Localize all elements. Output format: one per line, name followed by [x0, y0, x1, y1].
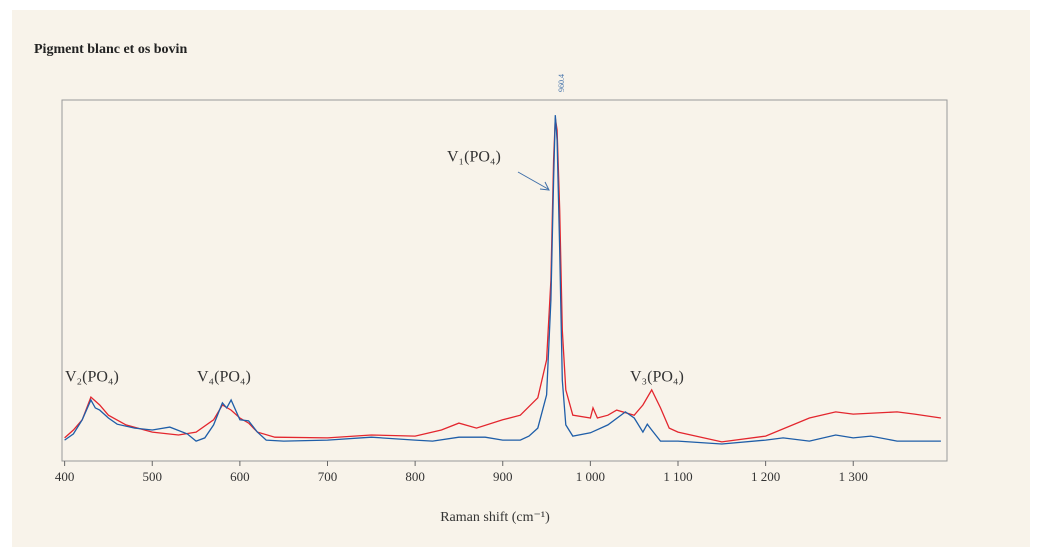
annotation-arrow	[517, 171, 549, 190]
x-tick-label: 500	[143, 469, 163, 484]
band-label: V₁(PO₄)	[447, 149, 501, 166]
x-tick-label: 1 300	[839, 469, 868, 484]
x-tick-label: 900	[493, 469, 513, 484]
spectrum-line	[64, 115, 941, 445]
peak-label: 960.4	[557, 74, 566, 92]
arrow-head	[539, 181, 550, 191]
x-tick-label: 800	[405, 469, 425, 484]
plot-frame	[61, 99, 948, 462]
spectrum-line	[64, 118, 941, 443]
panel	[12, 10, 1030, 547]
band-label: V₂(PO₄)	[65, 369, 119, 386]
x-tick-label: 1 100	[663, 469, 692, 484]
x-axis-label: Raman shift (cm⁻¹)	[440, 510, 550, 525]
x-tick-label: 400	[55, 469, 75, 484]
x-tick-label: 700	[318, 469, 338, 484]
x-tick-label: 600	[230, 469, 250, 484]
band-label: V₄(PO₄)	[197, 369, 251, 386]
chart-title: Pigment blanc et os bovin	[34, 42, 187, 57]
x-tick-label: 1 200	[751, 469, 780, 484]
band-label: V₃(PO₄)	[630, 369, 684, 386]
x-tick-label: 1 000	[576, 469, 605, 484]
